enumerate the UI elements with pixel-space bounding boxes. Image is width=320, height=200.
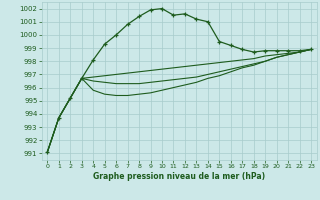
X-axis label: Graphe pression niveau de la mer (hPa): Graphe pression niveau de la mer (hPa) xyxy=(93,172,265,181)
